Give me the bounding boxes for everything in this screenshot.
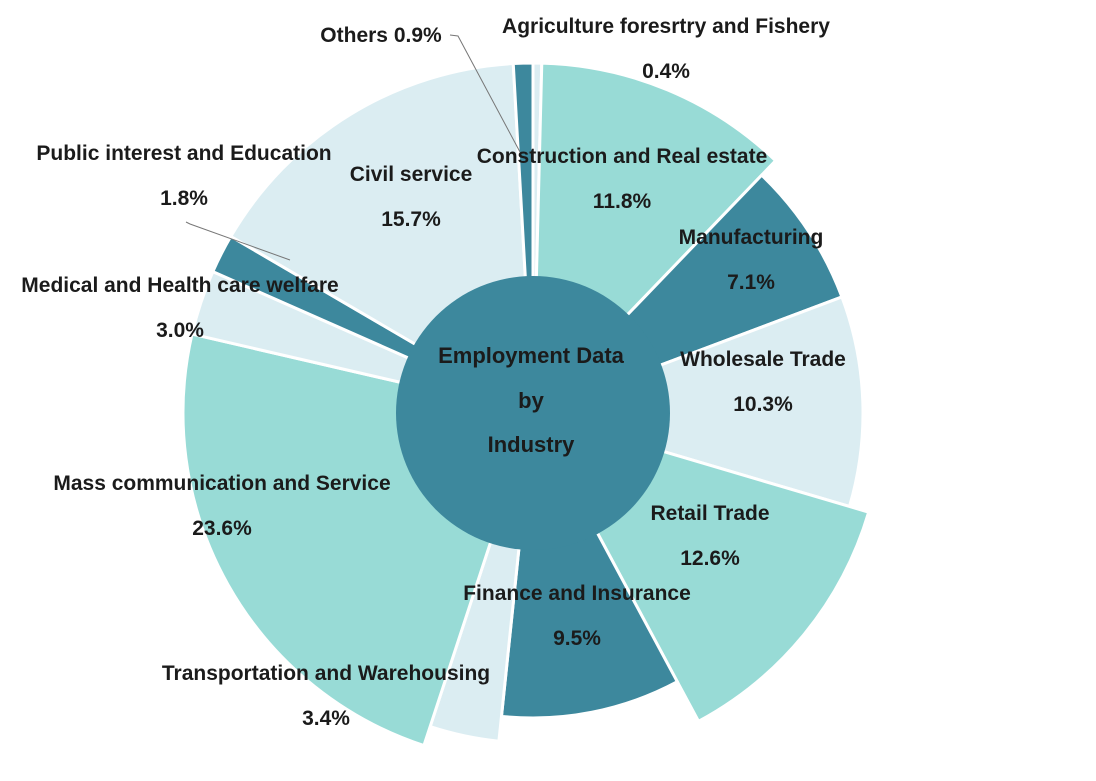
slice-label-civil-service: Civil service [350, 163, 473, 186]
leader-lines [185, 34, 521, 261]
slice-label-finance-and-insurance: Finance and Insurance [463, 582, 691, 605]
slice-value-finance-and-insurance: 9.5% [553, 627, 601, 650]
center-label: Employment Data by Industry [438, 343, 625, 457]
slice-label-retail-trade: Retail Trade [650, 502, 769, 525]
slice-value-construction-and-real-estate: 11.8% [593, 190, 652, 213]
slice-label-others: Others 0.9% [320, 24, 442, 47]
slice-label-manufacturing: Manufacturing [679, 226, 824, 249]
slice-label-agriculture-foresrtry-and-fishery: Agriculture foresrtry and Fishery [502, 15, 830, 38]
slice-label-wholesale-trade: Wholesale Trade [680, 348, 846, 371]
slice-value-civil-service: 15.7% [381, 208, 441, 231]
leader-line-2 [185, 221, 291, 261]
slice-value-transportation-and-warehousing: 3.4% [302, 707, 350, 730]
center-label-line-2: by [518, 388, 544, 413]
center-label-line-3: Industry [488, 432, 576, 457]
center-hub [396, 276, 670, 550]
slice-value-wholesale-trade: 10.3% [733, 393, 793, 416]
slice-value-medical-and-health-care-welfare: 3.0% [156, 319, 204, 342]
slice-label-public-interest-and-education: Public interest and Education [36, 142, 331, 165]
slice-value-agriculture-foresrtry-and-fishery: 0.4% [642, 60, 690, 83]
slice-value-public-interest-and-education: 1.8% [160, 187, 208, 210]
slice-value-retail-trade: 12.6% [680, 547, 740, 570]
slice-label-medical-and-health-care-welfare: Medical and Health care welfare [21, 274, 338, 297]
slice-value-mass-communication-and-service: 23.6% [192, 517, 252, 540]
slice-label-transportation-and-warehousing: Transportation and Warehousing [162, 662, 490, 685]
center-label-line-1: Employment Data [438, 343, 625, 368]
slice-label-mass-communication-and-service: Mass communication and Service [53, 472, 390, 495]
leader-line-1 [449, 34, 521, 153]
slice-value-manufacturing: 7.1% [727, 271, 775, 294]
slice-wholesale-trade [528, 295, 865, 509]
slice-labels: Agriculture foresrtry and Fishery 0.4% Con… [21, 15, 846, 730]
slice-label-construction-and-real-estate: Construction and Real estate [477, 145, 768, 168]
